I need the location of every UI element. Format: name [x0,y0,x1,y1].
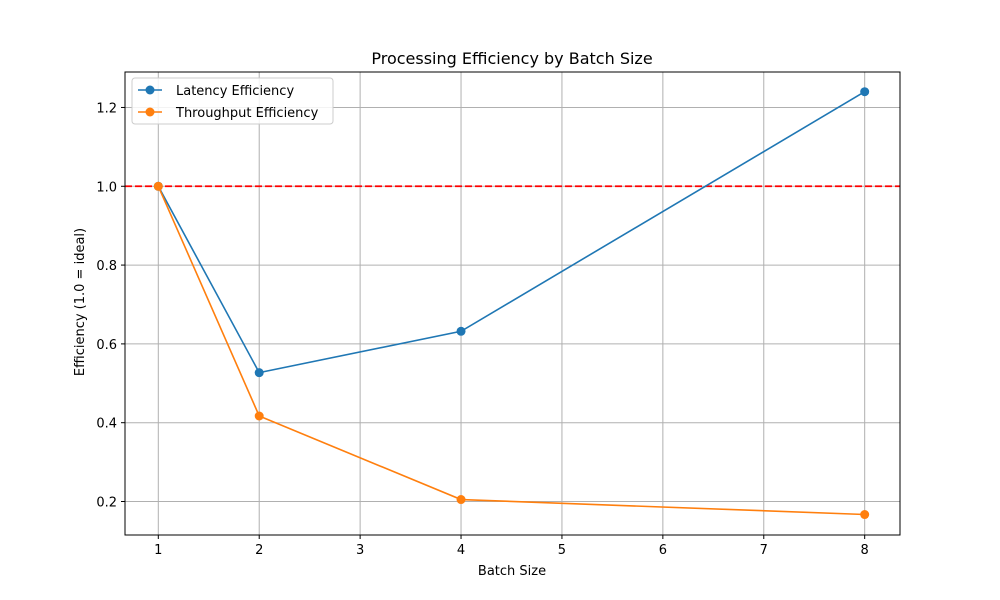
x-tick-label: 8 [861,543,869,558]
x-tick-label: 6 [659,543,667,558]
tick-layer: 1 2 3 4 5 6 7 8 0.2 0.4 0.6 0.8 1.0 1.2 [96,101,869,558]
y-tick-label: 0.6 [96,338,117,353]
y-tick-label: 0.4 [96,417,117,432]
latency-efficiency-point [860,87,870,97]
y-axis-label: Efficiency (1.0 = ideal) [73,228,88,376]
y-tick-label: 1.0 [96,180,117,195]
throughput-efficiency-point [860,510,870,520]
legend: Latency Efficiency Throughput Efficiency [131,77,334,125]
x-axis-label: Batch Size [478,564,546,579]
throughput-efficiency-point [254,411,264,421]
chart-title: Processing Efficiency by Batch Size [371,49,652,68]
legend-label-throughput-efficiency: Throughput Efficiency [175,106,319,121]
legend-label-latency-efficiency: Latency Efficiency [176,84,294,99]
y-tick-label: 1.2 [96,101,117,116]
x-tick-label: 3 [356,543,364,558]
axes-frame-layer [124,71,901,536]
y-tick-label: 0.8 [96,259,117,274]
legend-marker-latency-efficiency [145,85,155,95]
throughput-efficiency-line [157,185,865,516]
latency-efficiency-point [456,326,466,336]
x-tick-label: 2 [255,543,263,558]
legend-box [131,77,334,125]
legend-marker-throughput-efficiency [145,107,155,117]
x-tick-label: 1 [154,543,162,558]
latency-efficiency-line [157,91,866,374]
x-tick-label: 5 [558,543,566,558]
throughput-efficiency-point [153,181,163,191]
latency-efficiency-point [254,368,264,378]
x-tick-label: 7 [760,543,768,558]
x-tick-label: 4 [457,543,465,558]
y-tick-label: 0.2 [96,496,117,511]
plot-area-frame [124,71,901,536]
grid-lines [125,72,900,535]
series-layer [153,87,870,520]
throughput-efficiency-point [456,495,466,505]
